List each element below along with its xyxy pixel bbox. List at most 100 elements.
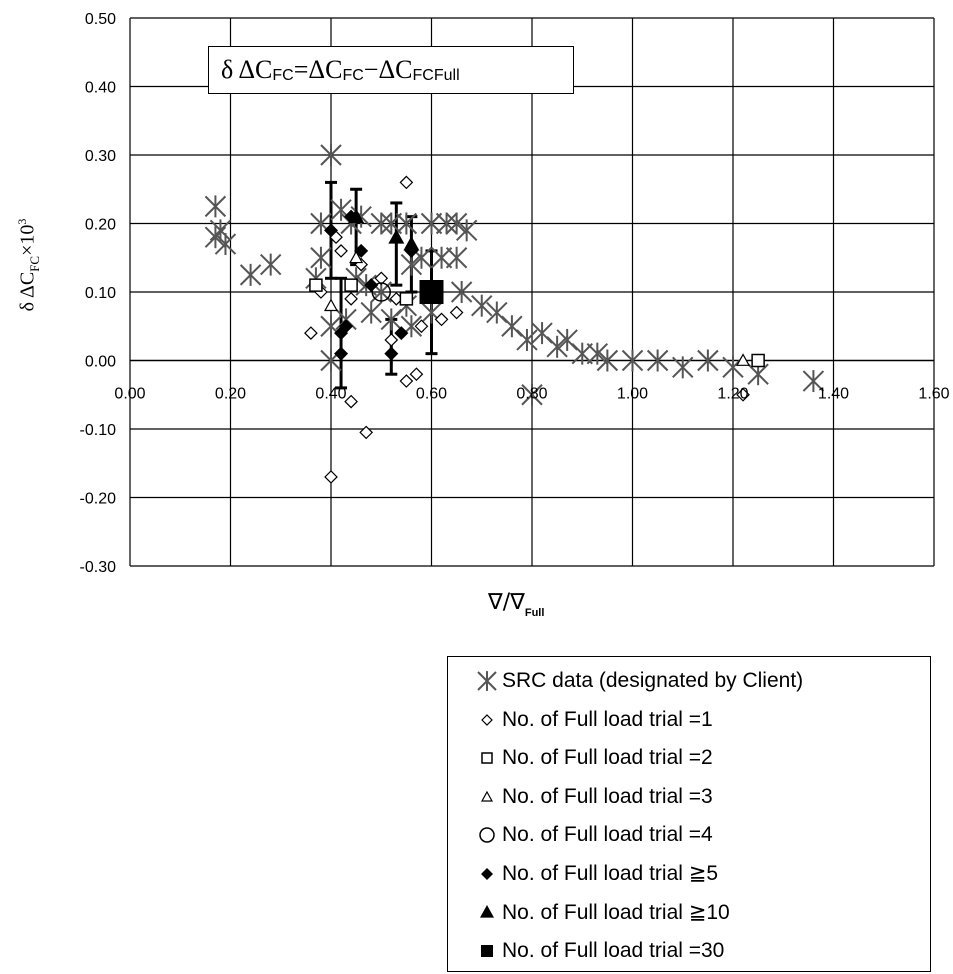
ylabel-exp: 3 [15,218,29,225]
data-point [414,319,429,334]
x-tick-label: 1.40 [818,386,849,403]
legend-marker [479,827,495,843]
data-point [501,315,523,338]
data-point [374,271,389,286]
data-point [349,250,364,264]
legend-marker-shape [481,713,493,726]
series-5 [324,209,419,361]
data-point [399,175,414,190]
data-point [204,195,227,218]
data-point [399,292,414,306]
data-point [394,326,409,341]
y-tick-label: 0.20 [85,217,116,234]
xlabel-sub: Full [524,607,545,619]
data-point [516,328,538,351]
ylabel-main: δ ΔC [16,271,39,312]
legend-label: No. of Full load trial =3 [502,784,713,808]
legend-marker [481,713,493,726]
y-tick-label: 0.40 [85,80,116,97]
legend-marker [480,905,494,918]
data-point [449,305,464,320]
series-4 [371,282,391,302]
data-point [334,346,349,361]
data-point [435,212,458,235]
data-point [388,229,405,244]
x-tick-label: 0.40 [315,386,346,403]
data-point [359,425,374,440]
data-point [736,387,750,402]
y-tick-label: 0.50 [85,11,116,28]
chart-legend: SRC data (designated by Client) No. of Fu… [447,656,931,972]
legend-marker-shape [477,671,497,691]
y-tick-label: 0.10 [85,285,116,302]
data-point [455,219,478,242]
data-point [586,342,609,365]
legend-label: No. of Full load trial =1 [502,707,713,731]
chart-grid [129,17,935,567]
x-tick-label: 1.60 [918,386,949,403]
formula-sub3: FCFull [412,67,460,84]
data-point [204,226,227,249]
data-point [370,212,392,235]
data-point [384,333,399,347]
data-point [596,349,619,372]
data-point [434,312,449,327]
x-tick-label: 0.80 [516,386,547,403]
x-tick-label: 1.00 [617,386,648,403]
data-point [309,278,323,292]
data-point [344,292,358,306]
data-point [350,205,372,228]
legend-marker [481,867,493,880]
legend-label: No. of Full load trial =4 [502,823,713,846]
legend-label: No. of Full load trial =30 [502,938,725,962]
y-tick-label: -0.20 [80,491,117,508]
series-6 [348,208,420,251]
data-point [364,278,379,293]
legend-item: No. of Full load trial ≧10 [476,896,730,928]
series-1 [304,175,750,484]
y-tick-label: -0.10 [80,422,117,439]
ylabel-sub: FC [26,255,42,272]
data-point [214,233,237,256]
data-point [556,328,578,351]
data-point [521,383,543,406]
data-point [304,326,318,340]
data-point [320,144,342,166]
data-point [380,308,403,331]
data-point [672,356,694,379]
data-point [334,244,348,258]
data-point [324,223,338,238]
series-2 [309,278,765,368]
y-tick-label: 0.30 [85,148,116,165]
series-0 [204,144,825,406]
data-point [344,278,358,292]
data-point [399,374,414,388]
data-point [339,319,354,334]
data-point [445,212,468,235]
data-point [646,349,669,372]
x-tick-label: 0.20 [215,386,246,403]
data-point [471,294,493,317]
data-point [621,349,644,372]
data-point [697,349,719,372]
y-tick-label: 0.00 [85,354,116,371]
legend-marker-shape [480,790,494,802]
y-axis-label: δ ΔCFC×103 [15,165,45,365]
chart-markers [204,144,825,484]
data-point [354,243,369,258]
legend-item: SRC data (designated by Client) [476,665,803,697]
legend-item: No. of Full load trial =2 [476,742,713,774]
y-tick-labels: 0.50 0.40 0.30 0.20 0.10 0.00 -0.10 -0.20 -0.30 [80,11,117,576]
data-point [571,342,593,365]
formula-part3: −ΔC [363,55,413,84]
legend-label: No. of Full load trial ≧5 [502,862,719,885]
formula-annotation: δ ΔC FC =ΔC FC −ΔC FCFull [208,46,574,94]
data-point [360,301,382,324]
data-point [310,246,332,269]
legend-marker [481,752,493,764]
data-point [380,212,403,235]
x-axis-label: ∇/∇Full [488,590,544,619]
legend-marker-shape [479,827,495,843]
data-point [430,246,453,269]
